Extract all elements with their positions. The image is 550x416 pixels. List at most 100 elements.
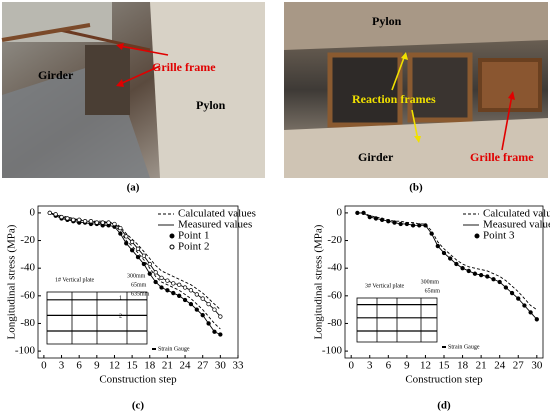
data-point <box>522 303 527 308</box>
legend-marker <box>474 233 480 239</box>
x-tick-label: 3 <box>367 360 373 372</box>
inset-dimension: 300mm <box>421 279 440 285</box>
photo-annotation: Pylon <box>372 14 402 28</box>
x-tick-label: 24 <box>180 360 192 372</box>
x-tick-label: 15 <box>439 360 451 372</box>
data-point <box>177 293 182 298</box>
inset-gauge-label: Strain Gauge <box>158 346 190 352</box>
data-point <box>112 221 117 227</box>
data-point <box>141 261 147 267</box>
y-tick-label: -100 <box>15 345 36 357</box>
data-point <box>534 317 539 322</box>
y-tick-label: -60 <box>20 289 35 301</box>
x-tick-label: 30 <box>215 360 227 372</box>
inset-gauge-label: Strain Gauge <box>448 344 480 350</box>
data-point <box>410 223 416 228</box>
legend-label: Point 1 <box>178 230 209 242</box>
data-point <box>429 231 434 236</box>
data-point <box>77 217 82 222</box>
data-point <box>361 210 366 216</box>
panel-label: (d) <box>437 400 451 412</box>
y-axis-label: Longitudinal stress (MPa) <box>313 224 325 339</box>
y-tick-label: -20 <box>327 234 342 246</box>
legend-label: Calculated values <box>483 208 550 220</box>
data-point <box>472 271 478 276</box>
data-point <box>182 285 188 290</box>
x-tick-label: 12 <box>109 360 120 372</box>
y-tick-label: 0 <box>30 206 36 218</box>
data-point <box>206 321 211 326</box>
data-point <box>124 234 129 239</box>
data-point <box>165 288 170 293</box>
legend-marker <box>169 233 175 239</box>
inset-point: 2 <box>119 313 122 319</box>
data-point <box>485 274 490 279</box>
data-point <box>516 296 521 301</box>
x-tick-label: 18 <box>144 360 156 372</box>
x-tick-label: 6 <box>386 360 392 372</box>
data-point <box>188 301 194 307</box>
data-point <box>206 301 211 307</box>
inset-dimension: 65mm <box>425 288 441 294</box>
data-point <box>188 288 194 293</box>
data-point <box>129 248 135 253</box>
legend-label: Measured values <box>178 219 252 231</box>
data-point <box>460 266 465 271</box>
x-tick-label: 30 <box>531 360 543 372</box>
data-point <box>100 220 105 225</box>
y-tick-label: -40 <box>327 262 342 274</box>
legend-marker <box>169 244 175 250</box>
data-point <box>147 261 152 267</box>
data-point <box>373 216 379 221</box>
photo-a: Girder Grille frame Pylon <box>1 2 265 178</box>
data-point <box>129 239 135 245</box>
y-tick-label: -60 <box>327 289 342 301</box>
inset-title: 1# Vertical plate <box>55 277 95 283</box>
panel-label: (b) <box>409 182 423 194</box>
inset-dimension: 635mm <box>131 291 150 297</box>
y-tick-label: -100 <box>322 345 343 357</box>
data-point <box>478 272 484 278</box>
data-point <box>379 217 385 222</box>
data-point <box>153 279 158 285</box>
y-tick-label: -80 <box>20 317 35 329</box>
legend-label: Point 3 <box>483 230 515 242</box>
y-axis-label: Longitudinal stress (MPa) <box>6 224 18 339</box>
data-point <box>404 221 410 227</box>
inset-dimension: 65mm <box>131 282 147 288</box>
data-point <box>194 307 199 312</box>
calculated-line <box>49 212 221 330</box>
data-point <box>94 220 99 225</box>
photo-b: Pylon Reaction frames Girder Grille fram… <box>284 2 548 178</box>
x-tick-label: 6 <box>76 360 82 372</box>
data-point <box>200 313 205 318</box>
data-point <box>171 290 176 296</box>
data-point <box>82 219 88 224</box>
plot-frame <box>37 205 239 359</box>
legend-label: Measured values <box>483 219 550 231</box>
calculated-line <box>49 212 221 310</box>
data-point <box>367 214 372 220</box>
data-point <box>355 210 360 216</box>
data-point <box>466 268 471 274</box>
data-point <box>171 281 176 286</box>
x-tick-label: 27 <box>197 360 209 372</box>
y-tick-label: -40 <box>20 262 35 274</box>
data-point <box>497 279 502 285</box>
y-tick-label: -80 <box>327 317 342 329</box>
data-point <box>503 285 509 290</box>
gauge-symbol <box>442 346 446 348</box>
photo-annotation: Grille frame <box>470 150 534 164</box>
data-point <box>165 278 170 283</box>
x-axis-label: Construction step <box>405 374 483 386</box>
inset-point: 1 <box>119 295 122 301</box>
data-point <box>491 277 496 282</box>
photo-annotation: Pylon <box>196 98 226 112</box>
x-tick-label: 9 <box>94 360 100 372</box>
data-point <box>509 290 515 296</box>
data-point <box>124 241 129 246</box>
data-point <box>153 270 158 275</box>
data-point <box>435 243 440 249</box>
